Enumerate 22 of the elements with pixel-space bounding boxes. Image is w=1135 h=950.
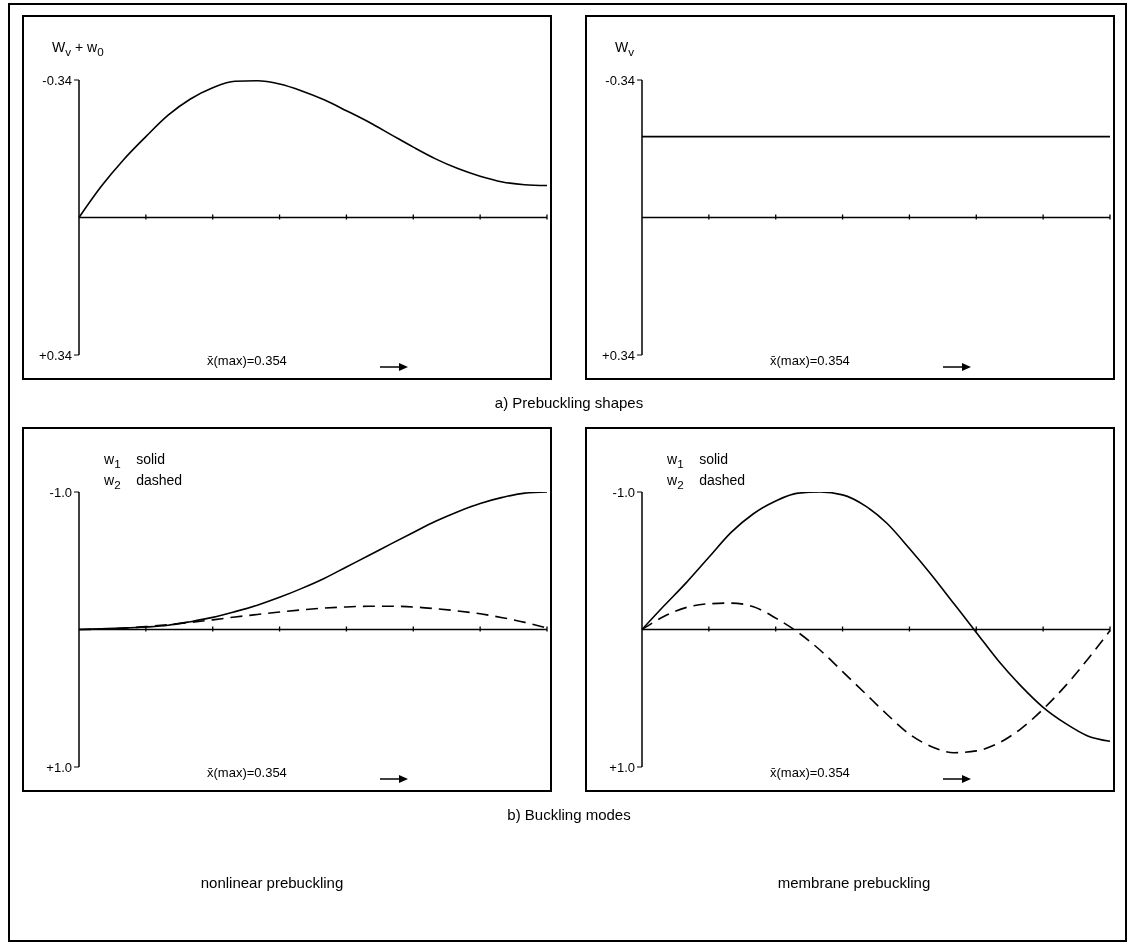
text: w$_{2}$ dashed: [667, 471, 746, 491]
y-axis-title: W$_{v}$ + w$_{0}$: [52, 39, 104, 58]
y-tick-label: +1.0: [609, 759, 635, 775]
y-tick-label: -1.0: [49, 484, 72, 500]
y-tick-label: -0.34: [42, 72, 72, 88]
text: w$_{1}$ solid: [667, 451, 728, 470]
y-tick-label: +0.34: [39, 347, 72, 363]
text: membrane prebuckling: [777, 874, 931, 891]
y-tick-label: -0.34: [605, 72, 635, 88]
y-tick-label: +1.0: [46, 759, 72, 775]
y-tick-label: +0.34: [602, 347, 635, 363]
annotation: x̄(max)=0.354: [770, 353, 850, 368]
y-tick-label: -1.0: [612, 484, 635, 500]
text: nonlinear prebuckling: [200, 874, 344, 891]
y-axis-title: W$_{v}$: [615, 39, 635, 58]
annotation: x̄(max)=0.354: [770, 765, 850, 780]
text: b) Buckling modes: [507, 806, 631, 823]
text: w$_{1}$ solid: [104, 451, 165, 470]
text: w$_{2}$ dashed: [104, 471, 183, 491]
annotation: x̄(max)=0.354: [207, 765, 287, 780]
annotation: x̄(max)=0.354: [207, 353, 287, 368]
text: a) Prebuckling shapes: [494, 394, 644, 411]
